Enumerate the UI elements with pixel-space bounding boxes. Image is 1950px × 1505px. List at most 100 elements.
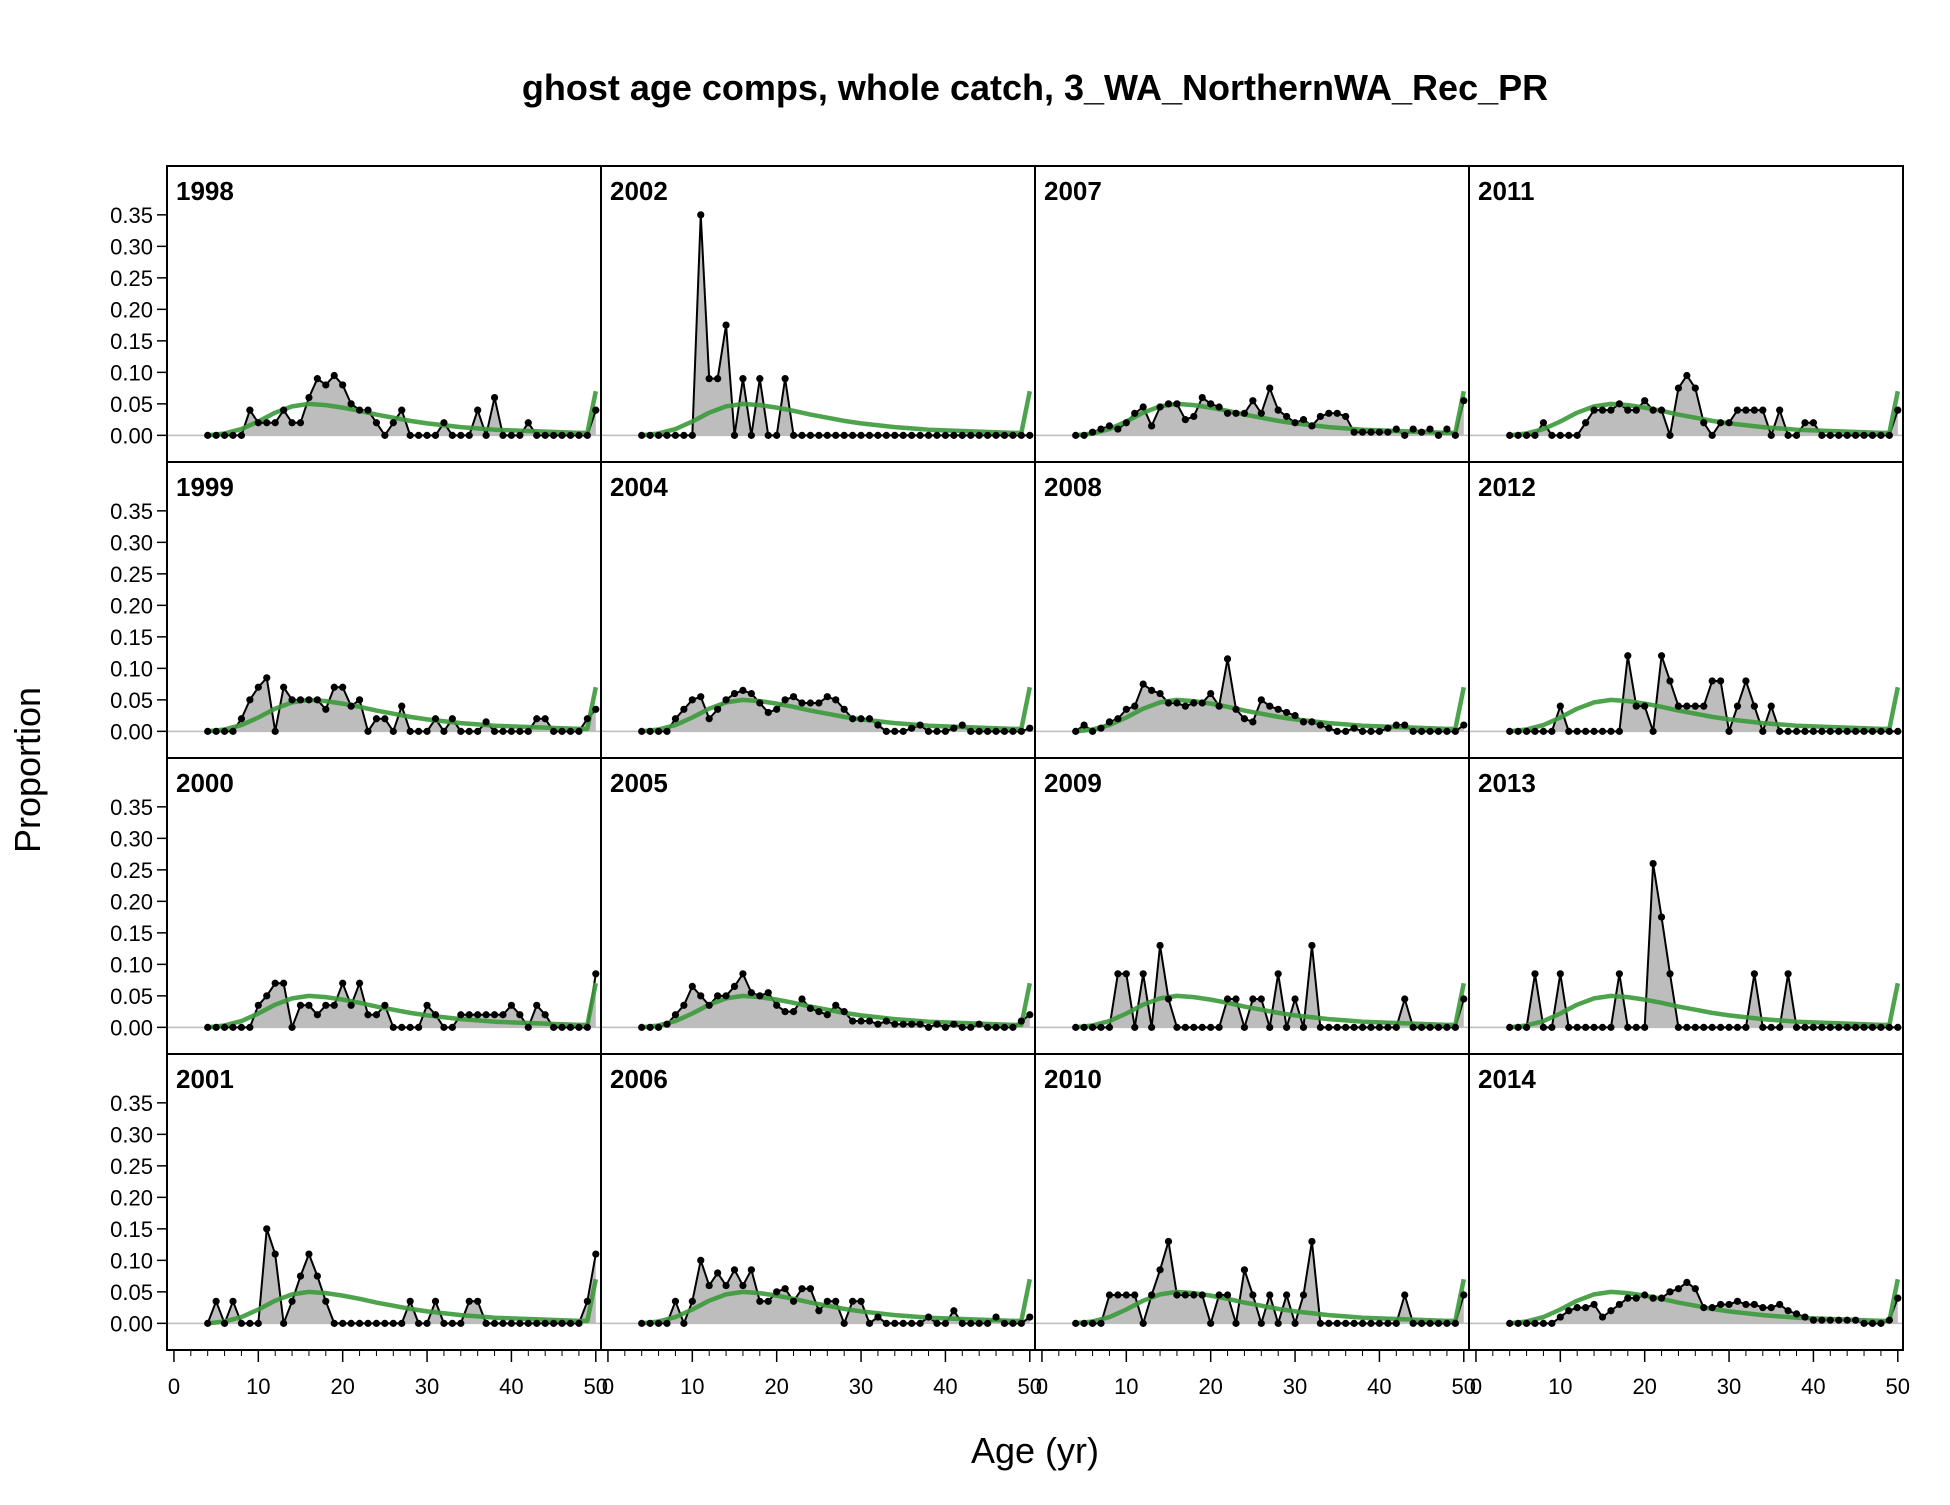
data-point <box>857 1297 865 1305</box>
data-point <box>933 431 941 439</box>
data-point <box>364 1011 372 1019</box>
data-point <box>1767 431 1775 439</box>
data-point <box>288 419 296 427</box>
expected-line <box>641 390 1032 438</box>
data-point <box>747 431 755 439</box>
data-point <box>874 1020 882 1028</box>
data-point <box>1624 1023 1632 1031</box>
panel-border <box>1468 1053 1904 1351</box>
data-point <box>1190 1023 1198 1031</box>
data-point <box>730 689 739 698</box>
data-point <box>747 689 755 698</box>
data-point <box>916 721 924 729</box>
data-point <box>246 1319 254 1327</box>
data-point <box>1792 1023 1801 1031</box>
data-point <box>204 1023 212 1031</box>
data-point <box>663 431 671 439</box>
data-point <box>1885 431 1893 439</box>
x-tick-label: 0 <box>602 1374 614 1399</box>
data-point <box>389 419 397 427</box>
panel-year-label: 2004 <box>610 472 668 502</box>
panels-layer: 19980.000.050.100.150.200.250.300.351999… <box>110 165 1910 1399</box>
data-point <box>1325 1319 1333 1327</box>
data-point <box>1122 970 1130 978</box>
x-tick-label: 30 <box>1283 1374 1307 1399</box>
data-point <box>524 419 532 427</box>
data-point <box>924 1313 933 1321</box>
data-point <box>499 1319 507 1327</box>
data-point <box>1367 1319 1375 1327</box>
data-point <box>950 1020 958 1028</box>
y-tick-label: 0.20 <box>110 593 153 618</box>
data-point <box>1173 1023 1181 1031</box>
data-point <box>1299 718 1308 726</box>
data-point <box>1784 431 1792 439</box>
data-point <box>1860 1023 1868 1031</box>
data-point <box>1080 431 1088 439</box>
data-point <box>899 1319 907 1327</box>
data-point <box>992 1313 1000 1321</box>
data-point <box>730 982 739 991</box>
data-point <box>457 727 465 735</box>
data-point <box>1565 1307 1573 1315</box>
data-point <box>1717 1300 1725 1309</box>
data-point <box>558 1319 566 1327</box>
data-point <box>1674 702 1683 710</box>
data-point <box>305 1250 313 1258</box>
data-point <box>490 727 499 735</box>
data-point <box>1733 1023 1742 1031</box>
data-point <box>288 696 296 704</box>
data-point <box>575 431 583 439</box>
data-point <box>550 1023 558 1031</box>
data-point <box>220 1319 229 1327</box>
data-point <box>507 431 516 439</box>
data-point <box>1767 1304 1775 1312</box>
y-axis-label: Proportion <box>7 687 48 853</box>
data-point <box>1657 1294 1666 1302</box>
data-point <box>1443 727 1451 735</box>
data-point <box>313 375 321 383</box>
data-point <box>1325 1023 1333 1031</box>
data-point <box>575 1023 583 1031</box>
data-point <box>1148 422 1156 430</box>
data-point <box>507 1319 516 1327</box>
data-point <box>1548 727 1556 735</box>
data-point <box>1548 1319 1556 1327</box>
data-point <box>1632 1023 1640 1031</box>
data-point <box>840 431 848 439</box>
data-point <box>714 1269 722 1277</box>
panel-2005: 2005 <box>600 757 1036 1055</box>
data-point <box>271 1250 279 1258</box>
data-point <box>592 970 600 978</box>
data-point <box>899 727 907 735</box>
data-point <box>1080 1023 1088 1031</box>
data-point <box>1308 718 1316 726</box>
data-point <box>1460 721 1468 729</box>
data-point <box>1105 422 1114 430</box>
data-point <box>1122 1291 1130 1299</box>
data-point <box>381 1319 389 1327</box>
data-point <box>1342 1023 1350 1031</box>
data-point <box>646 727 654 735</box>
data-point <box>1607 727 1615 735</box>
data-point <box>1088 1023 1097 1031</box>
data-point <box>756 699 764 707</box>
data-point <box>1539 1023 1548 1031</box>
x-tick-label: 40 <box>933 1374 957 1399</box>
expected-line <box>207 1278 598 1326</box>
observed-area <box>1075 1241 1464 1324</box>
data-point <box>1607 406 1615 414</box>
data-point <box>967 1023 975 1031</box>
data-point <box>541 1011 549 1019</box>
data-point <box>1072 727 1080 735</box>
x-tick-label: 20 <box>1632 1374 1656 1399</box>
data-point <box>1548 1023 1556 1031</box>
data-point <box>1080 721 1088 729</box>
data-point <box>849 431 857 439</box>
data-point <box>638 727 646 735</box>
data-point <box>389 727 397 735</box>
data-point <box>941 1023 950 1031</box>
data-point <box>1565 431 1573 439</box>
data-point <box>305 393 313 402</box>
